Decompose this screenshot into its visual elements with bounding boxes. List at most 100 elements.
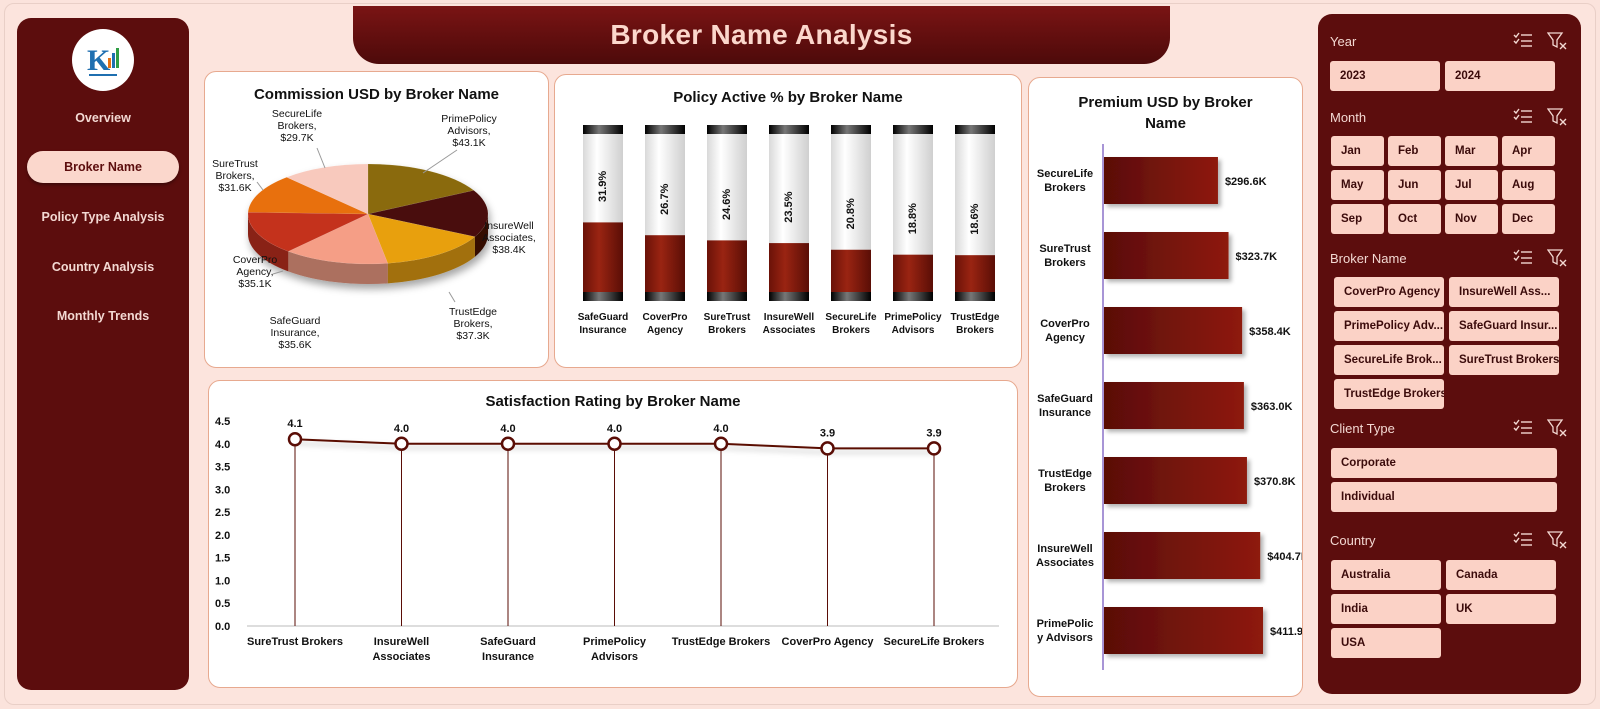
satisfaction-chart-card: Satisfaction Rating by Broker Name 0.0 0.… <box>208 380 1018 688</box>
month-option[interactable]: Mar <box>1445 136 1498 166</box>
policy-bar <box>645 235 685 301</box>
month-option[interactable]: Sep <box>1331 204 1384 234</box>
commission-chart-title: Commission USD by Broker Name <box>253 86 500 103</box>
satisfaction-point <box>287 431 303 447</box>
satisfaction-category-label: SafeGuard Insurance <box>480 636 536 663</box>
clear-filter-icon[interactable] <box>1547 531 1567 549</box>
satisfaction-data-label: 3.9 <box>926 427 941 439</box>
month-option[interactable]: Jul <box>1445 170 1498 200</box>
satisfaction-ytick-label: 1.0 <box>215 575 230 587</box>
multi-select-icon[interactable] <box>1513 108 1533 124</box>
satisfaction-point <box>607 436 622 452</box>
satisfaction-chart-title: Satisfaction Rating by Broker Name <box>485 393 741 410</box>
pie-slice <box>287 213 389 265</box>
filter-panel: Year 2023 2024 Month Jan Feb Mar Apr May Jun Jul Au… <box>1318 14 1581 694</box>
satisfaction-ytick-label: 0.0 <box>215 621 230 633</box>
month-option[interactable]: Apr <box>1502 136 1555 166</box>
nav-overview[interactable]: Overview <box>75 111 131 125</box>
year-option[interactable]: 2023 <box>1330 61 1440 91</box>
policy-category-label: TrustEdge Brokers <box>951 312 1000 336</box>
policy-data-label: 18.8% <box>907 203 919 234</box>
nav-policy-type-analysis[interactable]: Policy Type Analysis <box>41 210 165 224</box>
page-title: Broker Name Analysis <box>353 6 1170 64</box>
pie-data-label: SecureLife Brokers, $29.7K <box>272 108 322 144</box>
policy-bar-cap <box>707 125 747 134</box>
logo: K <box>72 29 134 91</box>
month-option[interactable]: Feb <box>1388 136 1441 166</box>
satisfaction-data-label: 4.0 <box>394 423 409 435</box>
month-option[interactable]: Jan <box>1331 136 1384 166</box>
premium-bar <box>1104 532 1261 579</box>
policy-category-label: InsureWell Associates <box>763 312 816 336</box>
pie-leader-line <box>422 149 458 174</box>
commission-pie-chart: PrimePolicy Advisors, $43.1K InsureWell Asso… <box>212 108 536 351</box>
premium-category-label: InsureWell Associates <box>1036 543 1094 569</box>
broker-option[interactable]: PrimePolicy Adv... <box>1334 311 1444 341</box>
policy-data-label: 20.8% <box>845 198 857 229</box>
multi-select-icon[interactable] <box>1513 249 1533 265</box>
satisfaction-ytick-label: 4.5 <box>215 416 230 428</box>
broker-option[interactable]: InsureWell Ass... <box>1449 277 1559 307</box>
clear-filter-icon[interactable] <box>1547 249 1567 267</box>
policy-bar-base <box>707 292 747 301</box>
country-slicer-title: Country <box>1330 533 1376 548</box>
policy-bar-cap <box>645 125 685 134</box>
country-option[interactable]: Australia <box>1331 560 1441 590</box>
month-option[interactable]: Oct <box>1388 204 1441 234</box>
broker-option[interactable]: CoverPro Agency <box>1334 277 1444 307</box>
satisfaction-ytick-label: 1.5 <box>215 553 230 565</box>
satisfaction-point <box>713 436 729 452</box>
pie-data-label: CoverPro Agency, $35.1K <box>233 254 278 290</box>
multi-select-icon[interactable] <box>1513 531 1533 547</box>
policy-data-label: 23.5% <box>783 191 795 222</box>
policy-category-label: PrimePolicy Advisors <box>884 312 942 336</box>
country-option[interactable]: Canada <box>1446 560 1556 590</box>
country-option[interactable]: USA <box>1331 628 1441 658</box>
satisfaction-ytick-label: 2.0 <box>215 530 230 542</box>
month-option[interactable]: Jun <box>1388 170 1441 200</box>
broker-option[interactable]: SafeGuard Insur... <box>1449 311 1559 341</box>
broker-option[interactable]: TrustEdge Brokers <box>1334 379 1444 409</box>
multi-select-icon[interactable] <box>1513 32 1533 48</box>
month-option[interactable]: Aug <box>1502 170 1555 200</box>
satisfaction-line-chart: 0.0 0.5 1.0 1.5 2.0 2.5 3.0 3.5 4.0 4.5 4.1 SureTru… <box>215 416 999 663</box>
month-option[interactable]: May <box>1331 170 1384 200</box>
premium-bar <box>1104 157 1218 204</box>
satisfaction-category-label: TrustEdge Brokers <box>672 636 770 648</box>
month-option[interactable]: Dec <box>1502 204 1555 234</box>
country-option[interactable]: UK <box>1446 594 1556 624</box>
satisfaction-category-label: InsureWell Associates <box>372 636 430 663</box>
clear-filter-icon[interactable] <box>1547 419 1567 437</box>
policy-category-label: CoverPro Agency <box>642 312 687 336</box>
multi-select-icon[interactable] <box>1513 419 1533 435</box>
satisfaction-ytick-label: 4.0 <box>215 439 230 451</box>
clear-filter-icon[interactable] <box>1547 108 1567 126</box>
broker-option[interactable]: SureTrust Brokers <box>1449 345 1559 375</box>
pie-slice-side <box>288 251 388 284</box>
left-nav: K Overview Broker Name Policy Type Analy… <box>17 18 189 690</box>
clear-filter-icon[interactable] <box>1547 32 1567 50</box>
nav-broker-name[interactable]: Broker Name <box>27 151 179 183</box>
broker-option[interactable]: SecureLife Brok... <box>1334 345 1444 375</box>
logo-icon: K <box>78 35 128 85</box>
pie-data-label: SafeGuard Insurance, $35.6K <box>270 315 321 351</box>
pie-slice <box>367 190 489 237</box>
premium-bar <box>1104 232 1229 279</box>
month-slicer-title: Month <box>1330 110 1367 125</box>
client-type-option[interactable]: Individual <box>1331 482 1557 512</box>
pie-leader-line <box>448 291 456 303</box>
month-option[interactable]: Nov <box>1445 204 1498 234</box>
pie-slice-side <box>387 236 475 284</box>
nav-country-analysis[interactable]: Country Analysis <box>51 260 155 274</box>
nav-monthly-trends[interactable]: Monthly Trends <box>56 309 150 323</box>
premium-category-label: TrustEdge Brokers <box>1038 468 1092 494</box>
satisfaction-ytick-label: 3.5 <box>215 462 230 474</box>
country-option[interactable]: India <box>1331 594 1441 624</box>
client-type-option[interactable]: Corporate <box>1331 448 1557 478</box>
premium-bar <box>1104 382 1244 429</box>
satisfaction-data-label: 4.1 <box>287 418 302 430</box>
premium-data-label: $411.9K <box>1270 626 1303 638</box>
satisfaction-category-label: CoverPro Agency <box>782 636 875 648</box>
year-option[interactable]: 2024 <box>1445 61 1555 91</box>
policy-bar-base <box>645 292 685 301</box>
